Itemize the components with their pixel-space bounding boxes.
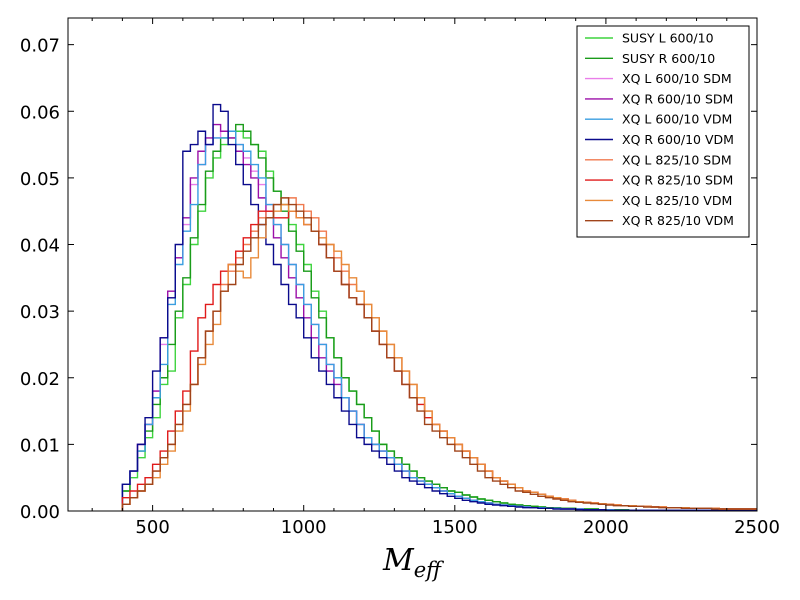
x-tick-label: 500 xyxy=(135,517,169,538)
legend-entry-label: XQ L 825/10 VDM xyxy=(622,193,732,208)
x-axis-label: Meff xyxy=(382,543,444,582)
series-line-10 xyxy=(121,197,757,511)
legend-entry-label: SUSY L 600/10 xyxy=(622,31,714,46)
y-tick-label: 0.07 xyxy=(20,36,60,57)
legend-entry-label: SUSY R 600/10 xyxy=(622,51,715,66)
x-tick-label: 1000 xyxy=(281,517,327,538)
legend-entry-label: XQ L 600/10 SDM xyxy=(622,71,732,86)
legend-entry-label: XQ L 825/10 SDM xyxy=(622,152,732,167)
series-line-6 xyxy=(121,103,757,512)
y-tick-label: 0.05 xyxy=(20,169,60,190)
tick-layer: 500 1000 1500 2000 2500 0.00 0.01 0.02 0.03 0.04 0… xyxy=(20,18,780,538)
x-axis-label-sub: eff xyxy=(414,558,444,582)
y-tick-label: 0.06 xyxy=(20,102,60,123)
y-tick-label: 0.02 xyxy=(20,369,60,390)
x-tick-label: 2000 xyxy=(583,517,629,538)
x-axis-label-main: M xyxy=(382,543,415,578)
legend-box xyxy=(576,25,750,238)
legend-entry-label: XQ R 600/10 VDM xyxy=(622,132,734,147)
y-tick-label: 0.01 xyxy=(20,435,60,456)
legend-entry-label: XQ R 825/10 VDM xyxy=(622,213,734,228)
y-tick-label: 0.03 xyxy=(20,302,60,323)
legend-entry-label: XQ R 825/10 SDM xyxy=(622,173,733,188)
x-tick-label: 1500 xyxy=(432,517,478,538)
legend-entry-label: XQ L 600/10 VDM xyxy=(622,112,732,127)
x-tick-label: 2500 xyxy=(734,517,780,538)
series-layer xyxy=(121,103,757,512)
legend-entry-label: XQ R 600/10 SDM xyxy=(622,91,733,106)
plot-frame xyxy=(67,17,758,512)
legend: SUSY L 600/10 SUSY R 600/10 XQ L 600/10 SD… xyxy=(576,25,750,238)
y-tick-label: 0.00 xyxy=(20,502,60,523)
y-tick-label: 0.04 xyxy=(20,236,60,257)
